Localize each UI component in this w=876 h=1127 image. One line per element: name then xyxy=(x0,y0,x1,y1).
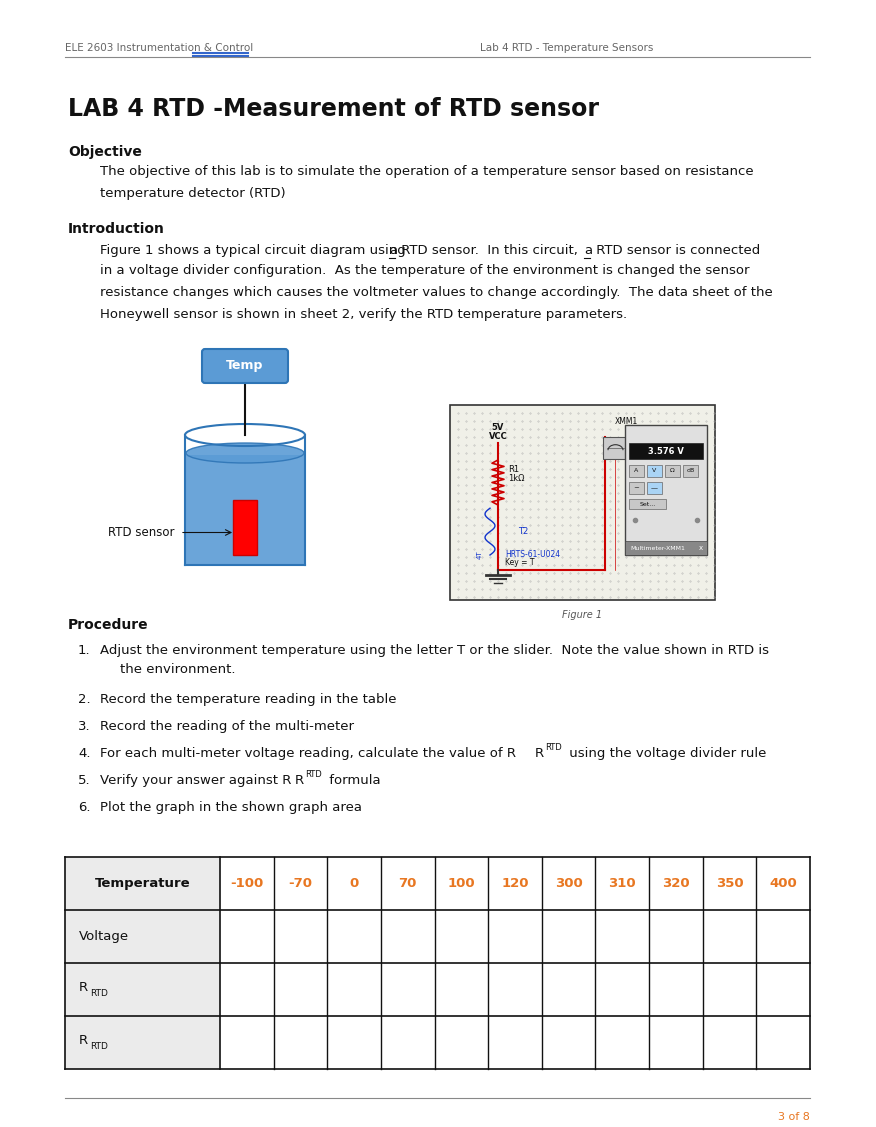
Text: RTD sensor: RTD sensor xyxy=(109,526,175,539)
Text: Introduction: Introduction xyxy=(68,222,165,236)
Text: V: V xyxy=(653,469,657,473)
Text: a: a xyxy=(389,245,397,257)
Text: RTD: RTD xyxy=(305,770,321,779)
Bar xyxy=(647,465,662,477)
Text: 310: 310 xyxy=(609,877,636,890)
Text: Objective: Objective xyxy=(68,145,142,159)
Text: T2: T2 xyxy=(518,527,528,536)
Text: Temperature: Temperature xyxy=(95,877,190,890)
Bar xyxy=(629,465,644,477)
Text: R: R xyxy=(79,980,88,994)
Text: —: — xyxy=(651,485,658,491)
Text: 1kΩ: 1kΩ xyxy=(508,474,525,483)
Text: Ω: Ω xyxy=(670,469,675,473)
Bar xyxy=(450,405,715,600)
Text: Temp: Temp xyxy=(226,360,264,373)
Text: Procedure: Procedure xyxy=(68,618,149,632)
Text: 100: 100 xyxy=(448,877,475,890)
Text: 5.: 5. xyxy=(78,774,90,787)
Text: Lab 4 RTD - Temperature Sensors: Lab 4 RTD - Temperature Sensors xyxy=(480,43,653,53)
Text: 70: 70 xyxy=(399,877,417,890)
Text: 4.: 4. xyxy=(78,747,90,760)
Text: 6.: 6. xyxy=(78,801,90,814)
Text: x: x xyxy=(699,545,703,551)
Text: 3.576 V: 3.576 V xyxy=(648,446,684,455)
Text: R: R xyxy=(79,1033,88,1047)
Text: Figure 1 shows a typical circuit diagram using: Figure 1 shows a typical circuit diagram… xyxy=(100,245,410,257)
Text: 5V: 5V xyxy=(491,423,505,432)
Bar xyxy=(629,443,703,459)
Text: Figure 1: Figure 1 xyxy=(562,610,602,620)
Text: 350: 350 xyxy=(716,877,744,890)
Text: a: a xyxy=(584,245,592,257)
Text: VCC: VCC xyxy=(489,432,507,441)
Text: dB: dB xyxy=(687,469,695,473)
Text: LAB 4 RTD -Measurement of RTD sensor: LAB 4 RTD -Measurement of RTD sensor xyxy=(68,97,599,121)
Text: Record the reading of the multi-meter: Record the reading of the multi-meter xyxy=(100,720,354,733)
Text: Multimeter-XMM1: Multimeter-XMM1 xyxy=(631,545,685,550)
Text: in a voltage divider configuration.  As the temperature of the environment is ch: in a voltage divider configuration. As t… xyxy=(100,264,773,321)
Text: ~: ~ xyxy=(633,485,639,491)
Text: Adjust the environment temperature using the letter T or the slider.  Note the v: Adjust the environment temperature using… xyxy=(100,644,769,657)
Text: R: R xyxy=(535,747,544,760)
Text: 2.: 2. xyxy=(78,693,90,706)
Text: 4T: 4T xyxy=(477,550,483,559)
Bar xyxy=(625,425,707,554)
Text: Verify your answer against R: Verify your answer against R xyxy=(100,774,292,787)
Text: R: R xyxy=(295,774,304,787)
Text: 320: 320 xyxy=(662,877,689,890)
Text: using the voltage divider rule: using the voltage divider rule xyxy=(565,747,766,760)
Bar xyxy=(665,465,680,477)
Text: RTD sensor.  In this circuit,: RTD sensor. In this circuit, xyxy=(397,245,583,257)
Bar xyxy=(683,465,698,477)
Text: ELE 2603 Instrumentation & Control: ELE 2603 Instrumentation & Control xyxy=(65,43,253,53)
Text: 400: 400 xyxy=(769,877,797,890)
Text: RTD: RTD xyxy=(545,743,562,752)
Text: RTD sensor is connected: RTD sensor is connected xyxy=(592,245,760,257)
Bar xyxy=(65,962,220,1017)
Text: Plot the graph in the shown graph area: Plot the graph in the shown graph area xyxy=(100,801,362,814)
FancyBboxPatch shape xyxy=(202,349,288,383)
Bar xyxy=(185,454,305,565)
Ellipse shape xyxy=(186,443,304,463)
Text: 3 of 8: 3 of 8 xyxy=(778,1112,810,1122)
Bar xyxy=(65,1017,220,1070)
Text: Record the temperature reading in the table: Record the temperature reading in the ta… xyxy=(100,693,397,706)
Bar xyxy=(629,499,666,509)
Text: -100: -100 xyxy=(230,877,264,890)
Text: R1: R1 xyxy=(508,465,519,474)
Text: 0: 0 xyxy=(350,877,358,890)
Text: 1.: 1. xyxy=(78,644,90,657)
Text: HRTS-61-U024: HRTS-61-U024 xyxy=(505,550,560,559)
Bar xyxy=(647,482,662,494)
Text: the environment.: the environment. xyxy=(120,663,236,676)
Text: 3.: 3. xyxy=(78,720,90,733)
Text: A: A xyxy=(634,469,639,473)
Bar xyxy=(65,857,220,909)
Text: RTD: RTD xyxy=(90,990,108,999)
Text: Voltage: Voltage xyxy=(79,930,129,943)
Text: Key = T: Key = T xyxy=(505,558,534,567)
Bar xyxy=(625,541,707,554)
Text: Set...: Set... xyxy=(639,502,655,506)
Text: For each multi-meter voltage reading, calculate the value of R: For each multi-meter voltage reading, ca… xyxy=(100,747,516,760)
Text: XMM1: XMM1 xyxy=(615,417,639,426)
Bar xyxy=(233,500,257,554)
Text: 120: 120 xyxy=(501,877,529,890)
Bar xyxy=(629,482,644,494)
Text: formula: formula xyxy=(325,774,381,787)
Text: -70: -70 xyxy=(288,877,313,890)
Text: The objective of this lab is to simulate the operation of a temperature sensor b: The objective of this lab is to simulate… xyxy=(100,165,753,199)
Text: RTD: RTD xyxy=(90,1042,108,1051)
Text: 300: 300 xyxy=(555,877,583,890)
Bar xyxy=(603,437,628,459)
Bar xyxy=(65,909,220,962)
